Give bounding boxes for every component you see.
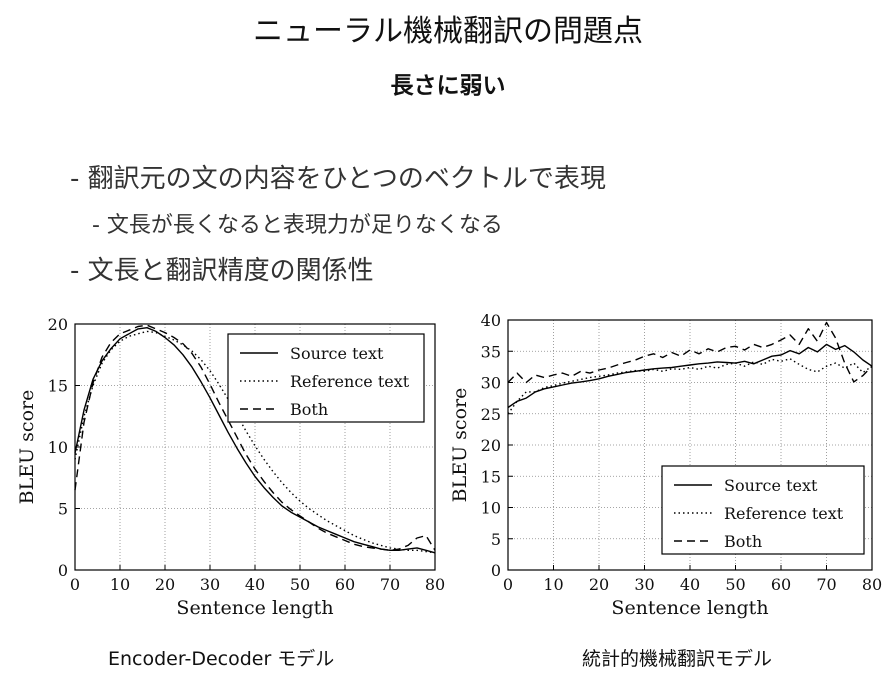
slide-title: ニューラル機械翻訳の問題点: [253, 14, 643, 49]
series-line-both: [507, 321, 873, 384]
y-tick-label: 20: [481, 436, 501, 455]
plot-frame: [507, 319, 873, 571]
x-tick-label: 10: [110, 575, 130, 594]
x-tick-label: 80: [862, 575, 882, 594]
legend-box: [661, 465, 865, 555]
bullet-length-accuracy-relation: - 文長と翻訳精度の関係性: [70, 256, 374, 286]
y-tick-label: 30: [481, 374, 501, 393]
x-axis-label: Sentence length: [176, 597, 333, 619]
legend: Source text Reference text Both: [227, 333, 425, 423]
slide-subtitle: 長さに弱い: [390, 73, 506, 99]
x-tick-label: 50: [725, 575, 745, 594]
legend-label: Reference text: [724, 504, 844, 523]
bullet-long-sentence-capacity: - 文長が長くなると表現力が足りなくなる: [92, 213, 503, 238]
bullet-vector-representation: - 翻訳元の文の内容をひとつのベクトルで表現: [70, 164, 606, 194]
y-tick-label: 25: [481, 405, 501, 424]
x-tick-label: 0: [503, 575, 513, 594]
smt-bleu-chart: 0 10 20 30 40 50 60 70 80 0 5 10 15 20 25 30 35 40 Sentenc…: [449, 311, 882, 619]
series-line-reference-text: [74, 330, 436, 554]
series-line-source-text: [507, 343, 873, 409]
series-line-reference-text: [507, 358, 873, 415]
x-tick-label: 60: [771, 575, 791, 594]
x-tick-label: 70: [816, 575, 836, 594]
x-tick-label: 20: [155, 575, 175, 594]
y-tick-label: 5: [491, 530, 501, 549]
y-tick-label: 10: [48, 438, 68, 457]
x-tick-label: 50: [290, 575, 310, 594]
x-tick-label: 10: [543, 575, 563, 594]
x-axis-label: Sentence length: [611, 597, 768, 619]
y-tick-label: 0: [58, 561, 68, 580]
legend-label: Reference text: [290, 372, 410, 391]
y-tick-label: 40: [481, 311, 501, 330]
x-tick-label: 40: [680, 575, 700, 594]
series-line-source-text: [74, 327, 436, 554]
legend-label: Source text: [290, 344, 384, 363]
x-tick-label: 70: [380, 575, 400, 594]
legend-label: Source text: [724, 476, 818, 495]
x-tick-label: 20: [589, 575, 609, 594]
caption-smt: 統計的機械翻訳モデル: [582, 648, 773, 670]
x-tick-label: 30: [200, 575, 220, 594]
y-tick-label: 15: [481, 467, 501, 486]
series-line-both: [74, 324, 436, 552]
plot-frame: [74, 323, 436, 571]
y-tick-label: 20: [48, 315, 68, 334]
legend: Source text Reference text Both: [661, 465, 865, 555]
x-tick-label: 40: [245, 575, 265, 594]
y-axis-label: BLEU score: [16, 390, 38, 505]
x-tick-label: 0: [70, 575, 80, 594]
legend-label: Both: [724, 532, 762, 551]
y-tick-label: 15: [48, 377, 68, 396]
y-tick-label: 35: [481, 342, 501, 361]
legend-label: Both: [290, 400, 328, 419]
x-tick-label: 60: [335, 575, 355, 594]
x-tick-label: 30: [634, 575, 654, 594]
y-axis-label: BLEU score: [449, 388, 471, 503]
y-tick-label: 5: [58, 500, 68, 519]
x-tick-label: 80: [425, 575, 445, 594]
y-tick-label: 0: [491, 561, 501, 580]
caption-encoder-decoder: Encoder-Decoder モデル: [108, 648, 335, 670]
y-tick-label: 10: [481, 499, 501, 518]
legend-box: [227, 333, 425, 423]
